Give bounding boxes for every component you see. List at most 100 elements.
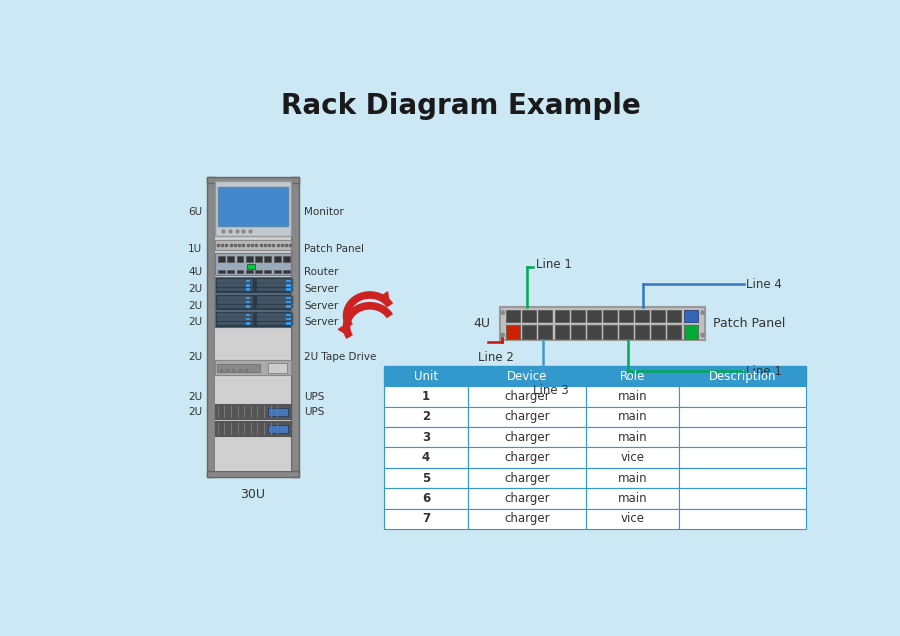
FancyBboxPatch shape: [217, 284, 253, 287]
Text: Device: Device: [508, 370, 547, 382]
FancyBboxPatch shape: [283, 256, 290, 262]
FancyBboxPatch shape: [468, 468, 587, 488]
FancyBboxPatch shape: [217, 279, 253, 282]
FancyBboxPatch shape: [215, 277, 291, 293]
FancyBboxPatch shape: [383, 427, 468, 448]
FancyBboxPatch shape: [257, 313, 293, 317]
Text: charger: charger: [505, 451, 550, 464]
FancyBboxPatch shape: [587, 366, 680, 386]
FancyBboxPatch shape: [217, 287, 253, 291]
FancyBboxPatch shape: [383, 448, 468, 468]
FancyBboxPatch shape: [668, 326, 681, 339]
Text: Line 4: Line 4: [746, 278, 781, 291]
FancyBboxPatch shape: [468, 427, 587, 448]
Text: main: main: [618, 492, 648, 505]
FancyBboxPatch shape: [207, 177, 215, 478]
Circle shape: [501, 333, 504, 336]
FancyBboxPatch shape: [218, 187, 288, 226]
FancyBboxPatch shape: [246, 280, 250, 282]
FancyBboxPatch shape: [246, 284, 250, 287]
FancyBboxPatch shape: [207, 471, 299, 478]
FancyBboxPatch shape: [587, 448, 680, 468]
FancyBboxPatch shape: [217, 364, 260, 372]
FancyBboxPatch shape: [538, 310, 553, 322]
Text: 2U: 2U: [188, 407, 202, 417]
FancyBboxPatch shape: [587, 326, 601, 339]
FancyBboxPatch shape: [684, 310, 698, 322]
FancyBboxPatch shape: [680, 386, 806, 406]
FancyBboxPatch shape: [468, 386, 587, 406]
Text: Patch Panel: Patch Panel: [713, 317, 786, 330]
FancyBboxPatch shape: [274, 256, 281, 262]
FancyBboxPatch shape: [680, 448, 806, 468]
Text: 2U: 2U: [188, 317, 202, 327]
FancyBboxPatch shape: [265, 270, 272, 273]
FancyBboxPatch shape: [554, 310, 569, 322]
Text: 6U: 6U: [188, 207, 202, 217]
FancyBboxPatch shape: [267, 408, 288, 417]
FancyBboxPatch shape: [286, 301, 291, 303]
FancyBboxPatch shape: [257, 322, 293, 325]
FancyBboxPatch shape: [246, 318, 250, 321]
FancyBboxPatch shape: [215, 240, 291, 251]
FancyBboxPatch shape: [587, 488, 680, 509]
Text: 2U: 2U: [188, 352, 202, 362]
FancyBboxPatch shape: [468, 448, 587, 468]
FancyBboxPatch shape: [468, 488, 587, 509]
Text: UPS: UPS: [304, 392, 324, 402]
Circle shape: [501, 311, 504, 314]
Text: Line 3: Line 3: [534, 384, 569, 398]
Text: main: main: [618, 471, 648, 485]
FancyBboxPatch shape: [257, 296, 293, 300]
FancyBboxPatch shape: [635, 326, 649, 339]
FancyBboxPatch shape: [506, 310, 520, 322]
FancyBboxPatch shape: [383, 386, 468, 406]
FancyBboxPatch shape: [684, 310, 698, 322]
FancyBboxPatch shape: [246, 256, 253, 262]
Circle shape: [701, 311, 705, 314]
Text: charger: charger: [505, 431, 550, 444]
FancyBboxPatch shape: [257, 305, 293, 308]
FancyBboxPatch shape: [246, 297, 250, 299]
Text: 2U: 2U: [188, 284, 202, 294]
FancyBboxPatch shape: [257, 300, 293, 304]
FancyBboxPatch shape: [538, 326, 553, 339]
FancyBboxPatch shape: [468, 366, 587, 386]
FancyBboxPatch shape: [215, 404, 291, 418]
FancyBboxPatch shape: [286, 314, 291, 316]
FancyBboxPatch shape: [246, 322, 250, 324]
FancyBboxPatch shape: [248, 264, 255, 269]
FancyBboxPatch shape: [218, 256, 225, 262]
FancyBboxPatch shape: [603, 326, 617, 339]
Text: Unit: Unit: [414, 370, 438, 382]
FancyBboxPatch shape: [227, 256, 234, 262]
Text: Router: Router: [304, 267, 338, 277]
FancyBboxPatch shape: [554, 326, 569, 339]
FancyBboxPatch shape: [383, 488, 468, 509]
FancyBboxPatch shape: [246, 301, 250, 303]
FancyBboxPatch shape: [215, 311, 291, 326]
Text: 1: 1: [422, 390, 430, 403]
Text: 2U: 2U: [188, 392, 202, 402]
FancyBboxPatch shape: [215, 252, 291, 275]
FancyBboxPatch shape: [265, 256, 272, 262]
FancyBboxPatch shape: [267, 363, 287, 373]
FancyBboxPatch shape: [246, 314, 250, 316]
FancyBboxPatch shape: [587, 386, 680, 406]
Text: main: main: [618, 410, 648, 424]
FancyBboxPatch shape: [668, 310, 681, 322]
Text: 5: 5: [422, 471, 430, 485]
FancyBboxPatch shape: [680, 366, 806, 386]
FancyBboxPatch shape: [587, 427, 680, 448]
Text: Server: Server: [304, 301, 338, 311]
Text: Rack Diagram Example: Rack Diagram Example: [282, 92, 641, 120]
Text: charger: charger: [505, 410, 550, 424]
Text: Line 2: Line 2: [478, 351, 514, 364]
Text: 7: 7: [422, 513, 430, 525]
FancyBboxPatch shape: [217, 305, 253, 308]
FancyBboxPatch shape: [571, 326, 585, 339]
FancyBboxPatch shape: [255, 256, 262, 262]
FancyBboxPatch shape: [246, 270, 253, 273]
Text: Server: Server: [304, 317, 338, 327]
FancyBboxPatch shape: [215, 181, 291, 237]
